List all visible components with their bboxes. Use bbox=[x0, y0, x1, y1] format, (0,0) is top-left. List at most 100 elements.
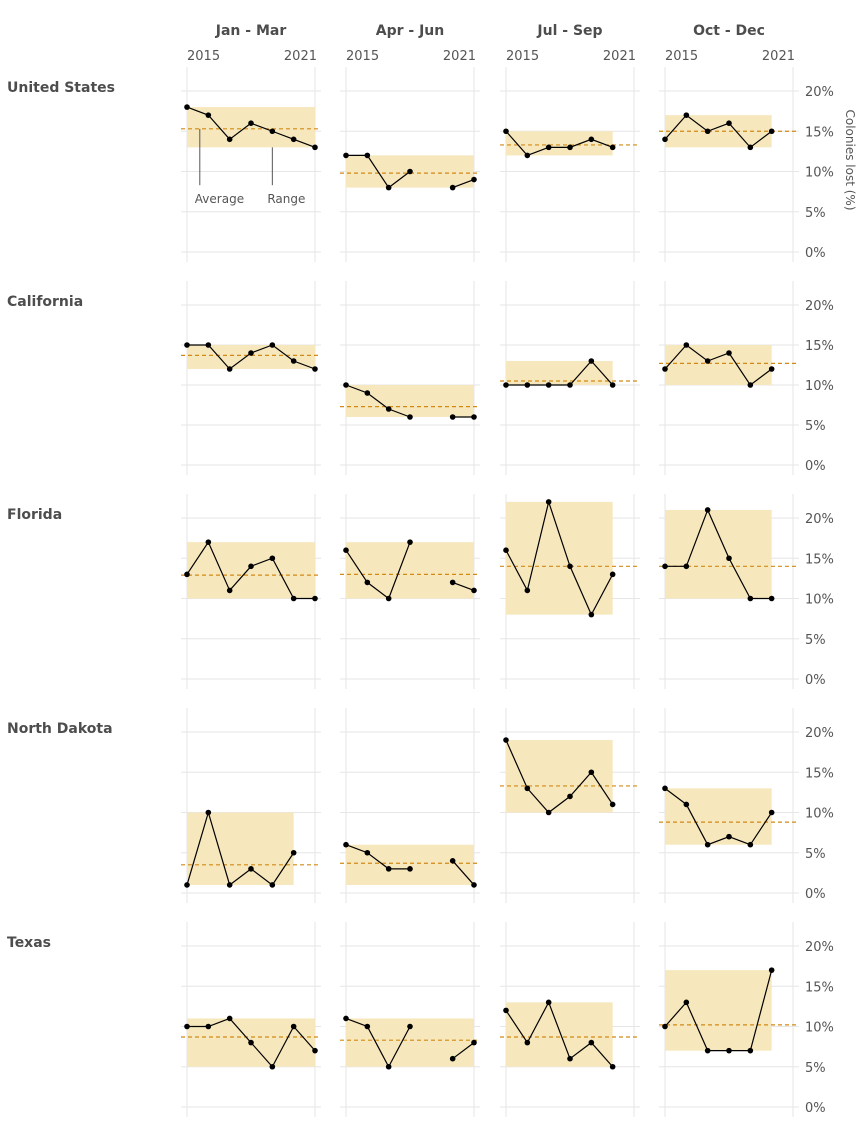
series-line bbox=[345, 844, 410, 870]
y-tick-label: 20% bbox=[805, 726, 834, 741]
data-point bbox=[269, 342, 276, 348]
series-line bbox=[346, 154, 411, 189]
range-band bbox=[346, 542, 474, 599]
data-point bbox=[567, 563, 573, 570]
y-tick-label: 15% bbox=[805, 980, 834, 995]
region-title: North Dakota bbox=[7, 721, 113, 737]
range-band bbox=[506, 501, 613, 615]
data-point bbox=[385, 406, 392, 412]
y-tick-label: 10% bbox=[805, 593, 834, 608]
range-band bbox=[187, 812, 294, 885]
series-line bbox=[452, 178, 475, 189]
data-point bbox=[726, 120, 732, 126]
data-point bbox=[385, 1063, 392, 1070]
quarter-title: Jan - Mar bbox=[215, 23, 287, 39]
series-line bbox=[505, 1000, 614, 1068]
data-point bbox=[312, 144, 318, 151]
y-tick-label: 20% bbox=[805, 85, 834, 100]
data-point bbox=[609, 144, 616, 151]
data-point bbox=[248, 120, 254, 126]
series-line bbox=[505, 739, 614, 814]
data-point bbox=[312, 1047, 318, 1054]
data-point bbox=[248, 866, 254, 872]
data-point bbox=[768, 366, 775, 372]
data-point bbox=[683, 563, 690, 570]
data-point bbox=[704, 507, 711, 513]
y-tick-label: 10% bbox=[805, 166, 834, 181]
data-point bbox=[312, 366, 318, 372]
data-point bbox=[407, 539, 413, 545]
data-point bbox=[343, 547, 349, 553]
data-point bbox=[609, 1063, 616, 1070]
region-title: Texas bbox=[7, 935, 51, 951]
y-tick-label: 15% bbox=[805, 552, 834, 567]
range-band bbox=[346, 844, 474, 885]
data-point bbox=[184, 571, 190, 578]
data-point bbox=[407, 1023, 413, 1030]
y-tick-label: 10% bbox=[805, 379, 834, 394]
data-point bbox=[567, 382, 573, 388]
y-tick-label: 15% bbox=[805, 125, 834, 140]
y-tick-label: 0% bbox=[805, 459, 826, 474]
data-point bbox=[290, 136, 297, 143]
data-point bbox=[768, 128, 775, 135]
data-point bbox=[248, 1039, 254, 1046]
data-point bbox=[226, 1015, 233, 1022]
data-point bbox=[609, 571, 616, 578]
data-point bbox=[588, 1039, 595, 1046]
data-point bbox=[662, 785, 668, 792]
data-point bbox=[545, 809, 552, 816]
data-point bbox=[226, 587, 233, 594]
data-point bbox=[471, 1039, 477, 1046]
data-point bbox=[726, 1047, 732, 1054]
data-point bbox=[205, 539, 212, 545]
series-line bbox=[664, 969, 773, 1052]
y-tick-label: 15% bbox=[805, 766, 834, 781]
data-point bbox=[704, 128, 711, 135]
data-point bbox=[588, 769, 595, 776]
x-tick-label: 2015 bbox=[187, 49, 220, 64]
data-point bbox=[205, 112, 212, 118]
data-point bbox=[567, 144, 573, 151]
data-point bbox=[503, 547, 509, 553]
data-point bbox=[343, 382, 349, 388]
range-band bbox=[187, 542, 315, 599]
data-point bbox=[364, 152, 371, 159]
region-title: Florida bbox=[7, 507, 62, 523]
data-point bbox=[545, 999, 552, 1006]
x-tick-label: 2021 bbox=[284, 49, 317, 64]
series-line bbox=[506, 360, 614, 386]
data-point bbox=[407, 414, 413, 420]
data-point bbox=[747, 841, 754, 848]
data-point bbox=[449, 1055, 456, 1062]
region-title: California bbox=[7, 294, 83, 310]
data-point bbox=[364, 1023, 371, 1030]
data-point bbox=[545, 499, 552, 505]
range-band bbox=[665, 509, 772, 599]
data-point bbox=[471, 882, 477, 888]
data-point bbox=[407, 168, 413, 175]
y-tick-label: 20% bbox=[805, 299, 834, 314]
series-line bbox=[664, 114, 773, 149]
x-tick-label: 2015 bbox=[665, 49, 698, 64]
range-annotation-label: Range bbox=[267, 192, 305, 206]
data-point bbox=[343, 152, 349, 159]
data-point bbox=[662, 366, 668, 372]
data-point bbox=[449, 858, 456, 864]
data-point bbox=[503, 1007, 509, 1014]
region-title: United States bbox=[7, 80, 115, 96]
data-point bbox=[385, 866, 392, 872]
data-point bbox=[290, 595, 297, 602]
range-band bbox=[665, 970, 772, 1051]
series-line bbox=[664, 787, 773, 846]
range-band bbox=[506, 131, 613, 156]
data-point bbox=[184, 104, 190, 110]
data-point bbox=[290, 1023, 297, 1030]
data-point bbox=[662, 1023, 668, 1030]
y-tick-label: 5% bbox=[805, 633, 826, 648]
data-point bbox=[269, 1063, 276, 1070]
data-point bbox=[768, 967, 775, 973]
data-point bbox=[471, 414, 477, 420]
data-point bbox=[588, 136, 595, 143]
